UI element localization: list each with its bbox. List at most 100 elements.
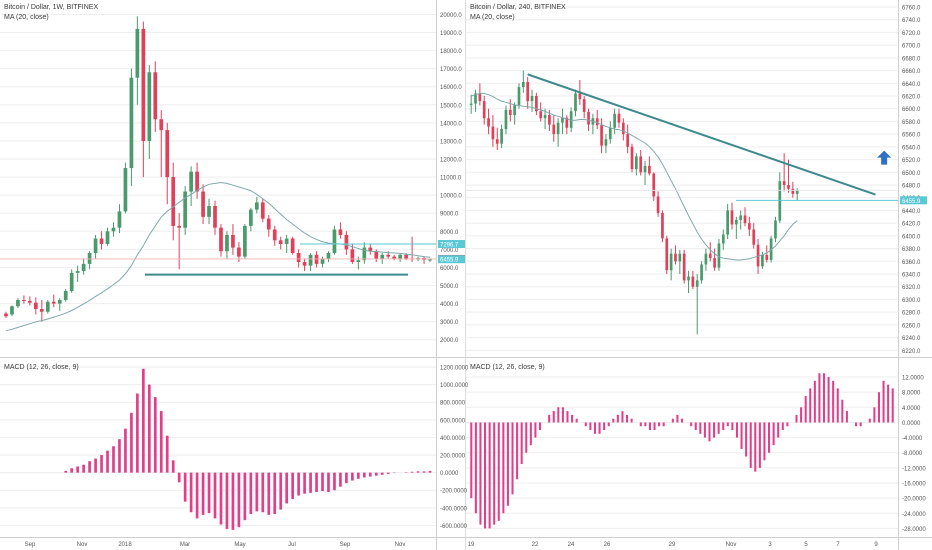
right-candle-body bbox=[774, 220, 777, 239]
left-price-y-tick: 7000.0 bbox=[440, 248, 459, 254]
right-candle-body bbox=[548, 115, 551, 125]
left-candle-body bbox=[254, 202, 259, 210]
left-candle-body bbox=[272, 229, 277, 241]
left-candle-body bbox=[153, 72, 158, 120]
left-candle-body bbox=[33, 302, 38, 310]
right-candle-body bbox=[613, 113, 616, 128]
right-candle-body bbox=[635, 156, 638, 170]
right-candle-body bbox=[535, 95, 538, 112]
right-candle-body bbox=[617, 113, 621, 123]
left-candle-body bbox=[159, 119, 164, 131]
left-candle-body bbox=[69, 272, 74, 291]
left-candle-body bbox=[87, 252, 92, 264]
left-candle-body bbox=[171, 177, 176, 226]
right-candle-body bbox=[517, 87, 521, 105]
right-price-legend: Bitcoin / Dollar, 240, BITFINEX MA (20, … bbox=[470, 3, 566, 23]
left-price-y-tick: 10000.0 bbox=[440, 194, 462, 200]
right-price-y-tick: 6360.0 bbox=[902, 260, 921, 266]
left-candle-body bbox=[219, 227, 223, 252]
right-candle-body bbox=[561, 117, 564, 123]
left-candle-body bbox=[386, 254, 391, 257]
left-x-tick: Nov bbox=[395, 542, 406, 548]
left-candle-body bbox=[183, 191, 188, 228]
left-ma-line bbox=[5, 181, 431, 332]
right-price-y-tick: 6520.0 bbox=[902, 158, 921, 164]
left-candle-body bbox=[344, 234, 349, 250]
right-price-y-tick: 6400.0 bbox=[902, 234, 921, 240]
right-candle-body bbox=[665, 238, 669, 271]
right-candle-body bbox=[648, 165, 651, 174]
right-candle-body bbox=[717, 243, 721, 268]
left-price-y-tick: 3000.0 bbox=[440, 320, 459, 326]
right-candle-body bbox=[495, 139, 499, 144]
left-candle-body bbox=[207, 206, 211, 217]
right-x-tick: 7 bbox=[836, 542, 840, 548]
right-macd-y-tick: -28.0000 bbox=[902, 527, 926, 533]
left-x-tick: May bbox=[234, 542, 245, 548]
right-candle-body bbox=[604, 139, 608, 146]
right-candle-body bbox=[704, 253, 708, 265]
left-candle-body bbox=[63, 290, 68, 300]
right-candle-body bbox=[734, 219, 738, 225]
right-x-tick: 19 bbox=[468, 542, 475, 548]
left-candle-body bbox=[338, 229, 343, 235]
right-candle-body bbox=[565, 117, 569, 128]
left-macd-y-tick: 0.0000 bbox=[440, 471, 459, 477]
left-price-y-tick: 11000.0 bbox=[440, 176, 462, 182]
right-candle-body bbox=[687, 276, 690, 281]
right-macd-y-tick: -20.0000 bbox=[902, 497, 926, 503]
left-candle-body bbox=[111, 227, 116, 232]
right-price-y-tick: 6640.0 bbox=[902, 82, 921, 88]
left-candle-body bbox=[105, 231, 110, 244]
right-candle-body bbox=[526, 82, 530, 102]
right-candle-body bbox=[621, 122, 625, 135]
right-price-y-tick: 6760.0 bbox=[902, 5, 921, 11]
left-candle-body bbox=[99, 238, 104, 244]
left-price-legend: Bitcoin / Dollar, 1W, BITFINEX MA (20, c… bbox=[4, 3, 98, 23]
left-price-label: 7296.7 bbox=[440, 243, 459, 249]
right-macd-y-tick: -12.0000 bbox=[902, 466, 926, 472]
right-candle-body bbox=[474, 93, 477, 104]
right-candle-body bbox=[491, 126, 495, 140]
right-price-y-tick: 6300.0 bbox=[902, 298, 921, 304]
right-candle-body bbox=[539, 111, 543, 119]
left-price-label-box bbox=[438, 255, 465, 264]
right-price-y-tick: 6600.0 bbox=[902, 107, 921, 113]
left-candle-body bbox=[404, 254, 408, 259]
right-candle-body bbox=[469, 103, 473, 105]
left-candle-body bbox=[392, 256, 397, 259]
right-price-y-tick: 6440.0 bbox=[902, 209, 921, 215]
right-price-y-tick: 6240.0 bbox=[902, 336, 921, 342]
left-macd-y-tick: -600.0000 bbox=[440, 524, 468, 530]
right-candle-body bbox=[795, 190, 799, 194]
right-price-y-tick: 6620.0 bbox=[902, 94, 921, 100]
left-candle-body bbox=[356, 260, 361, 263]
left-price-y-tick: 14000.0 bbox=[440, 121, 462, 127]
left-candle-body bbox=[380, 254, 385, 259]
left-candle-body bbox=[213, 206, 217, 228]
left-candle-body bbox=[51, 301, 56, 304]
left-candle-body bbox=[75, 271, 80, 273]
left-price-y-tick: 13000.0 bbox=[440, 139, 462, 145]
left-macd-y-tick: 600.0000 bbox=[440, 418, 466, 424]
left-candle-body bbox=[117, 211, 122, 228]
right-price-y-tick: 6680.0 bbox=[902, 56, 921, 62]
left-ma-label: MA (20, close) bbox=[4, 14, 49, 21]
left-price-y-tick: 18000.0 bbox=[440, 49, 462, 55]
right-candle-body bbox=[682, 253, 686, 281]
left-candle-body bbox=[362, 247, 367, 261]
right-price-y-tick: 6380.0 bbox=[902, 247, 921, 253]
left-candle-body bbox=[10, 306, 14, 315]
right-x-tick: 3 bbox=[768, 542, 772, 548]
right-candle-body bbox=[739, 215, 743, 220]
left-candle-body bbox=[326, 252, 331, 259]
right-price-y-tick: 6740.0 bbox=[902, 18, 921, 24]
up-arrow-icon bbox=[877, 150, 892, 165]
right-candle-body bbox=[513, 104, 516, 116]
right-macd-legend: MACD (12, 26, close, 9) bbox=[470, 363, 545, 373]
left-macd-y-tick: 400.0000 bbox=[440, 436, 466, 442]
left-macd-y-tick: 1000.0000 bbox=[440, 383, 469, 389]
left-x-tick: 2018 bbox=[118, 542, 132, 548]
left-candle-body bbox=[123, 168, 128, 212]
left-candle-body bbox=[350, 249, 355, 263]
